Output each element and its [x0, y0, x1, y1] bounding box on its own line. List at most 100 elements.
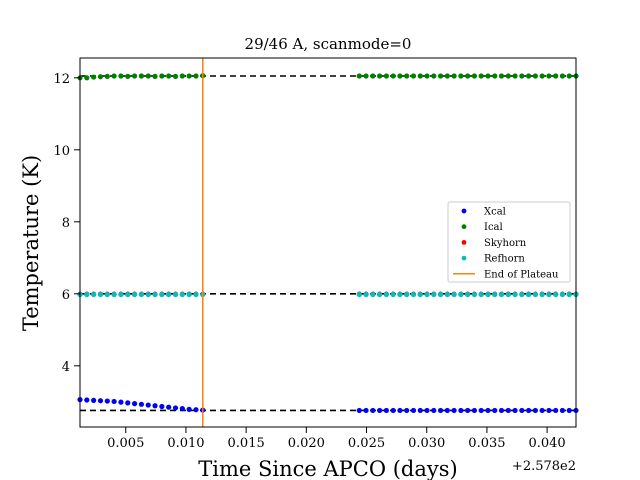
data-point — [404, 73, 410, 79]
x-tick-label: 0.005 — [107, 436, 144, 451]
data-point — [532, 73, 538, 79]
data-point — [505, 291, 511, 298]
data-point — [152, 291, 158, 298]
data-point — [553, 73, 559, 79]
data-point — [498, 407, 505, 414]
data-point — [559, 73, 566, 79]
data-point — [377, 73, 383, 79]
data-point — [498, 291, 505, 298]
data-point — [525, 291, 532, 298]
data-point — [431, 291, 437, 298]
data-point — [111, 291, 117, 298]
data-point — [424, 407, 430, 414]
data-point — [539, 73, 545, 79]
data-point — [166, 404, 172, 410]
data-point — [444, 73, 450, 79]
data-point — [166, 291, 172, 298]
data-point — [84, 291, 90, 298]
data-point — [159, 73, 165, 79]
data-point — [118, 73, 124, 79]
data-point — [559, 407, 566, 414]
data-point — [166, 73, 172, 79]
data-point — [172, 73, 179, 79]
data-point — [451, 291, 457, 298]
y-tick-label: 4 — [62, 360, 70, 375]
y-axis: 4 6 8 10 12 — [53, 72, 80, 375]
data-point — [397, 407, 403, 414]
data-point — [138, 401, 144, 407]
data-point — [546, 407, 552, 414]
data-point — [410, 291, 417, 298]
data-point — [519, 291, 525, 298]
legend-marker — [461, 208, 467, 214]
data-point — [390, 407, 396, 414]
data-point — [478, 407, 484, 414]
data-point — [519, 407, 525, 414]
data-point — [390, 291, 396, 298]
data-point — [566, 291, 572, 298]
data-point — [404, 407, 410, 414]
legend-label: Skyhorn — [484, 238, 527, 249]
data-point — [172, 291, 179, 298]
data-point — [370, 407, 376, 414]
x-axis-label: Time Since APCO (days) — [198, 457, 457, 480]
data-point — [512, 407, 518, 414]
data-point — [84, 75, 90, 81]
data-point — [383, 291, 389, 298]
data-point — [186, 291, 192, 298]
x-tick-label: 0.040 — [528, 436, 565, 451]
data-point — [193, 407, 199, 413]
data-point — [104, 398, 110, 404]
data-point — [492, 291, 498, 298]
data-point — [437, 407, 444, 414]
data-point — [383, 73, 389, 79]
data-point — [478, 73, 484, 79]
legend-marker — [461, 240, 467, 245]
legend-marker — [461, 255, 467, 261]
data-point — [478, 291, 484, 298]
data-point — [471, 291, 478, 298]
data-point — [131, 291, 138, 298]
data-point — [186, 73, 192, 79]
data-point — [532, 291, 538, 298]
data-point — [138, 73, 144, 79]
data-point — [424, 73, 430, 79]
data-point — [370, 291, 376, 298]
data-point — [471, 73, 478, 79]
data-point — [465, 291, 471, 298]
data-point — [410, 73, 417, 79]
legend-label: Ical — [484, 222, 503, 233]
data-point — [186, 406, 192, 412]
data-point — [193, 73, 199, 79]
y-tick-label: 6 — [62, 288, 70, 303]
data-point — [458, 291, 464, 298]
data-point — [131, 73, 138, 79]
data-point — [397, 73, 403, 79]
data-point — [91, 74, 97, 80]
data-point — [505, 73, 511, 79]
data-point — [91, 291, 97, 298]
chart-title: 29/46 A, scanmode=0 — [245, 35, 412, 53]
data-point — [145, 402, 151, 408]
data-point — [559, 291, 566, 298]
data-point — [118, 291, 124, 298]
data-point — [179, 406, 185, 412]
data-point — [125, 400, 131, 406]
data-point — [525, 73, 532, 79]
data-point — [377, 291, 383, 298]
data-point — [444, 407, 450, 414]
data-point — [363, 291, 369, 298]
x-tick-label: 0.020 — [288, 436, 325, 451]
data-point — [512, 73, 518, 79]
plot-frame — [79, 57, 577, 428]
data-point — [84, 397, 90, 403]
data-point — [104, 291, 110, 298]
data-point — [397, 291, 403, 298]
data-point — [505, 407, 511, 414]
data-point — [363, 73, 369, 79]
y-tick-label: 8 — [62, 216, 70, 231]
data-point — [553, 291, 559, 298]
data-point — [492, 73, 498, 79]
